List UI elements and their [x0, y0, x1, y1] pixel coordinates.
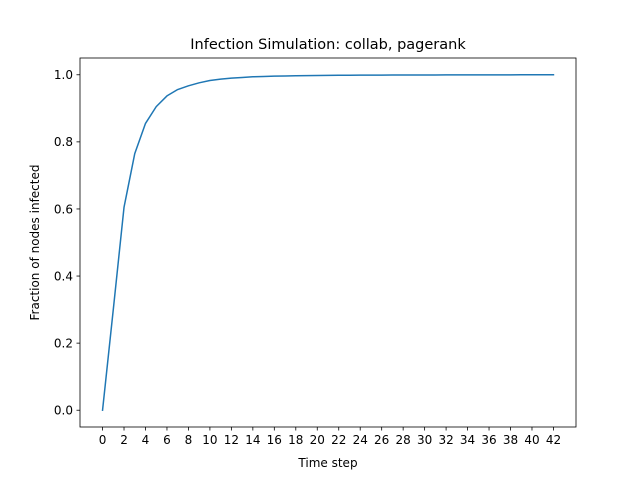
- x-tick-label: 12: [224, 433, 239, 447]
- x-tick-label: 38: [503, 433, 518, 447]
- plot-area: 0 2 4 6 8 10 12 14 16 18 20 22 24 26 28 30 32 34 36 38 40 42 …: [54, 57, 577, 447]
- x-tick-label: 32: [438, 433, 453, 447]
- x-axis-ticks: 0 2 4 6 8 10 12 14 16 18 20 22 24 26 28 30 32 34 36 38 40 42: [99, 427, 561, 447]
- x-tick-label: 10: [202, 433, 217, 447]
- x-tick-label: 18: [288, 433, 303, 447]
- y-axis-ticks: 0.0 0.2 0.4 0.6 0.8 1.0: [54, 68, 80, 418]
- y-tick-label: 0.0: [54, 404, 73, 418]
- x-tick-label: 28: [396, 433, 411, 447]
- x-tick-label: 20: [310, 433, 325, 447]
- x-tick-label: 16: [267, 433, 282, 447]
- y-axis-label: Fraction of nodes infected: [28, 165, 42, 321]
- y-tick-label: 1.0: [54, 68, 73, 82]
- x-tick-label: 2: [120, 433, 128, 447]
- y-tick-label: 0.4: [54, 269, 73, 283]
- x-tick-label: 40: [524, 433, 539, 447]
- x-tick-label: 42: [546, 433, 561, 447]
- x-tick-label: 26: [374, 433, 389, 447]
- x-tick-label: 0: [99, 433, 107, 447]
- chart-title: Infection Simulation: collab, pagerank: [190, 37, 466, 53]
- x-tick-label: 34: [460, 433, 475, 447]
- series-layer: [101, 74, 555, 412]
- x-tick-label: 22: [331, 433, 346, 447]
- y-tick-label: 0.8: [54, 135, 73, 149]
- x-tick-label: 24: [353, 433, 368, 447]
- y-tick-label: 0.6: [54, 202, 73, 216]
- x-tick-label: 8: [185, 433, 193, 447]
- y-tick-label: 0.2: [54, 336, 73, 350]
- x-tick-label: 36: [481, 433, 496, 447]
- x-tick-label: 30: [417, 433, 432, 447]
- x-tick-label: 6: [163, 433, 171, 447]
- x-tick-label: 14: [245, 433, 260, 447]
- x-tick-label: 4: [142, 433, 150, 447]
- axes-frame: [79, 57, 577, 428]
- x-axis-label: Time step: [297, 456, 357, 470]
- series-line-0: [101, 74, 555, 412]
